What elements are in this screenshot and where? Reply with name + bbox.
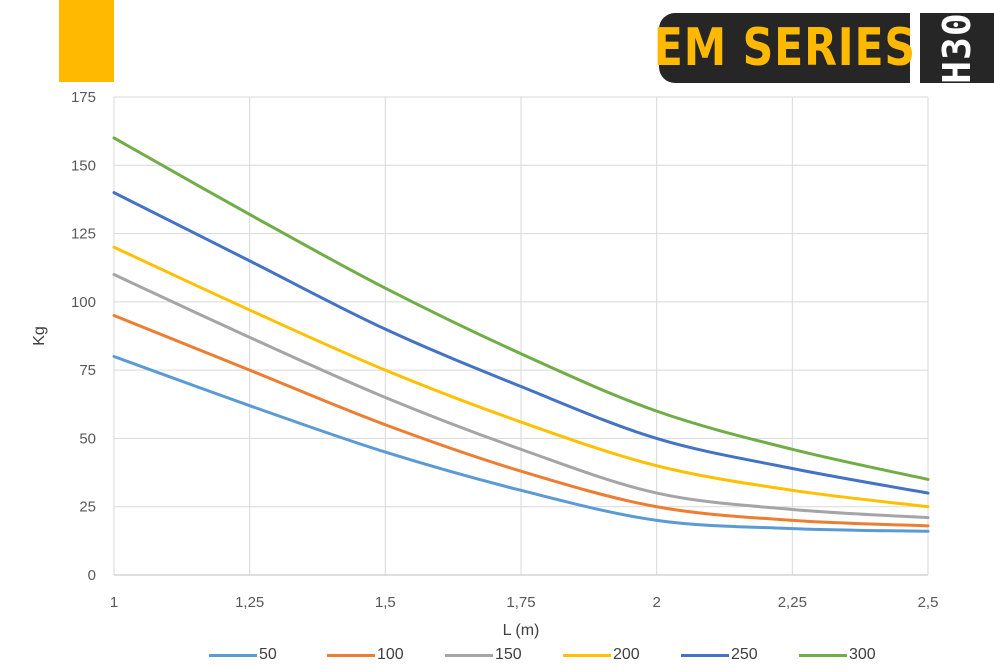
series-title: EM SERIES (653, 18, 916, 78)
legend-item-300: 300 (799, 646, 876, 664)
y-tick-label: 0 (88, 567, 96, 584)
y-tick-label: 150 (71, 157, 96, 174)
model-logo-badge: H30 (920, 12, 994, 84)
y-tick-label: 125 (71, 226, 96, 243)
x-tick-label: 2,25 (778, 594, 807, 611)
x-tick-label: 1 (110, 594, 118, 611)
legend-item-150: 150 (445, 646, 522, 664)
legend-item-100: 100 (327, 646, 404, 664)
chart-legend: 50 100 150 200 250 300 (0, 646, 994, 668)
legend-item-200: 200 (563, 646, 640, 664)
y-tick-label: 175 (71, 89, 96, 106)
x-tick-label: 1,25 (235, 594, 264, 611)
y-axis-title: Kg (31, 326, 48, 346)
legend-label: 300 (849, 646, 876, 663)
chart-tick-labels: 0 25 50 75 100 125 150 175 1 1,25 1,5 1,75 2 2,25 2,5 (71, 89, 938, 611)
legend-label: 150 (495, 646, 522, 663)
chart-grid (113, 96, 929, 575)
legend-swatch (681, 653, 729, 657)
series-line-200 (112, 245, 930, 509)
legend-swatch (799, 653, 847, 657)
y-tick-label: 50 (79, 430, 96, 447)
x-tick-label: 2 (652, 594, 660, 611)
y-tick-label: 100 (71, 294, 96, 311)
series-line-150 (112, 273, 930, 520)
brand-accent-block (59, 0, 114, 82)
legend-label: 200 (613, 646, 640, 663)
legend-swatch (209, 653, 257, 657)
legend-label: 250 (731, 646, 758, 663)
y-tick-label: 75 (79, 362, 96, 379)
series-line-100 (112, 314, 930, 528)
legend-swatch (327, 653, 375, 657)
legend-swatch (563, 653, 611, 657)
legend-label: 100 (377, 646, 404, 663)
chart-series (112, 136, 930, 533)
x-axis-title: L (m) (503, 622, 540, 639)
y-tick-label: 25 (79, 499, 96, 516)
legend-item-50: 50 (209, 646, 277, 664)
series-line-250 (112, 191, 930, 495)
x-tick-label: 2,5 (918, 594, 939, 611)
legend-label: 50 (259, 646, 277, 663)
legend-item-250: 250 (681, 646, 758, 664)
x-tick-label: 1,75 (506, 594, 535, 611)
series-line-50 (112, 354, 930, 533)
series-logo-badge: EM SERIES (653, 13, 915, 83)
legend-swatch (445, 653, 493, 657)
x-tick-label: 1,5 (375, 594, 396, 611)
series-line-300 (112, 136, 930, 481)
